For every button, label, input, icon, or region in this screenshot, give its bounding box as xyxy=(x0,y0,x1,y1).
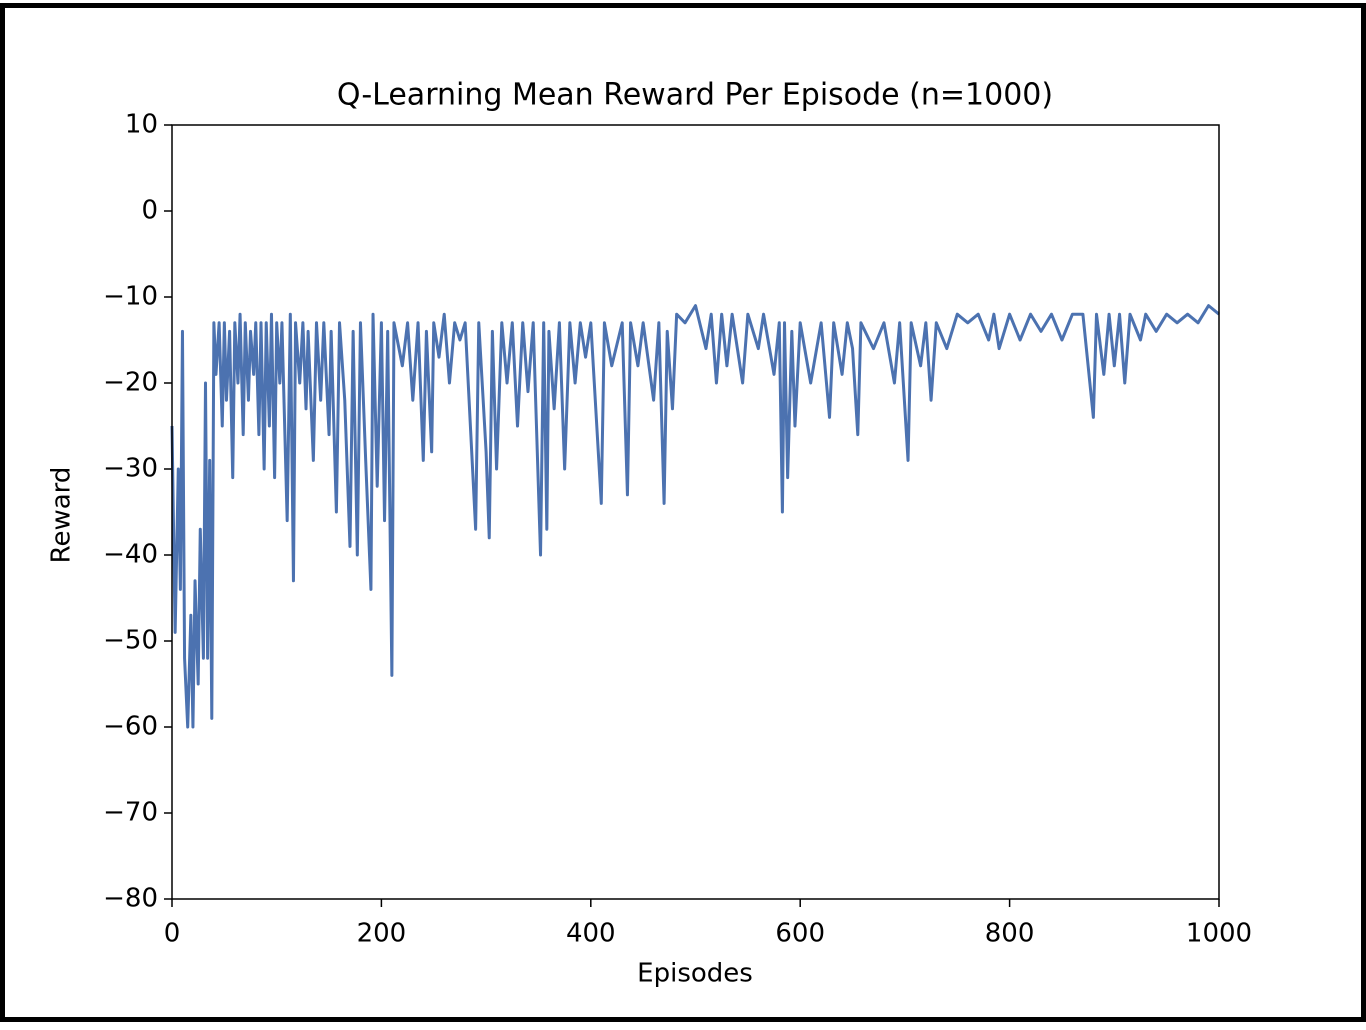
y-tick-label: −70 xyxy=(103,798,158,828)
x-tick-label: 0 xyxy=(164,919,181,949)
y-tick-label: −20 xyxy=(103,368,158,398)
x-tick-label: 600 xyxy=(775,919,825,949)
y-tick-label: −80 xyxy=(103,884,158,914)
y-tick-label: 0 xyxy=(141,196,158,226)
y-tick-label: 10 xyxy=(125,110,158,140)
chart-title: Q-Learning Mean Reward Per Episode (n=10… xyxy=(337,78,1053,113)
y-tick-label: −50 xyxy=(103,626,158,656)
plot-frame xyxy=(171,124,1220,900)
frame xyxy=(0,3,1366,1022)
x-tick-label: 800 xyxy=(985,919,1035,949)
y-tick-label: −40 xyxy=(103,540,158,570)
y-tick-label: −60 xyxy=(103,712,158,742)
line-series xyxy=(170,304,1220,729)
x-tick-label: 1000 xyxy=(1186,919,1252,949)
y-axis-label: Reward xyxy=(47,467,77,564)
y-tick-label: −30 xyxy=(103,454,158,484)
y-tick-label: −10 xyxy=(103,282,158,312)
x-tick-label: 400 xyxy=(566,919,616,949)
x-axis-label: Episodes xyxy=(637,959,753,989)
x-tick-label: 200 xyxy=(357,919,407,949)
